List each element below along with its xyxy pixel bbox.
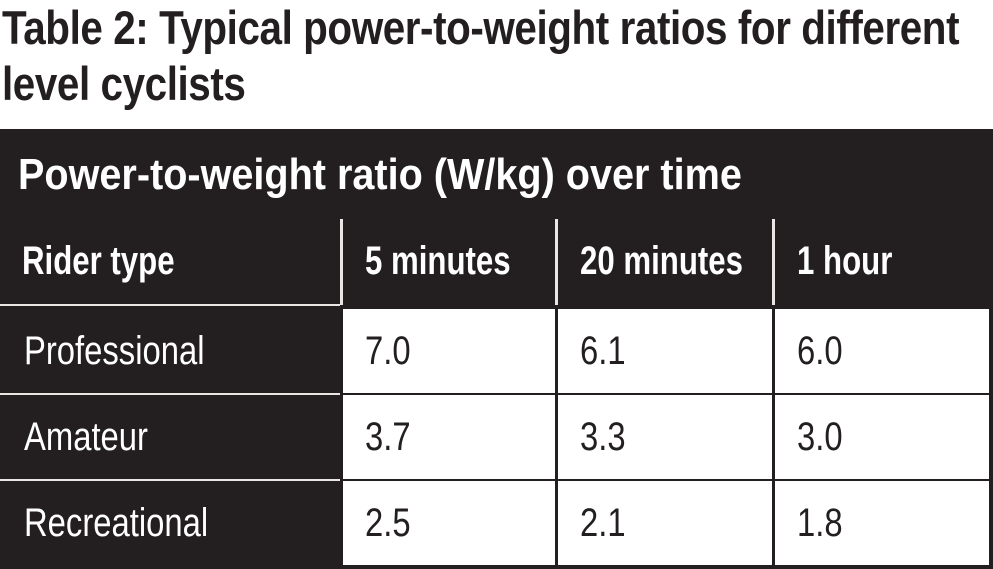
row-label-professional: Professional [0,309,340,393]
header-rider-type: Rider type [0,219,340,303]
column-divider [772,219,775,305]
row-divider [0,393,340,395]
cell-recreational-20min: 2.1 [558,481,772,565]
column-divider [555,219,558,305]
cell-professional-1hour: 6.0 [775,309,989,393]
banner-text: Power-to-weight ratio (W/kg) over time [18,150,742,199]
row-divider [0,479,340,481]
cell-amateur-1hour: 3.0 [775,395,989,479]
cell-professional-5min: 7.0 [343,309,555,393]
row-label-recreational: Recreational [0,481,340,565]
cell-amateur-20min: 3.3 [558,395,772,479]
header-1-hour: 1 hour [775,219,993,303]
cell-recreational-5min: 2.5 [343,481,555,565]
row-divider [0,304,340,306]
header-5-minutes: 5 minutes [343,219,555,303]
table-title: Table 2: Typical power-to-weight ratios … [2,1,960,110]
column-divider [340,219,343,305]
table-banner: Power-to-weight ratio (W/kg) over time [0,129,993,219]
power-to-weight-table: Power-to-weight ratio (W/kg) over time R… [0,129,993,569]
cell-amateur-5min: 3.7 [343,395,555,479]
cell-professional-20min: 6.1 [558,309,772,393]
row-label-amateur: Amateur [0,395,340,479]
header-20-minutes: 20 minutes [558,219,772,303]
cell-recreational-1hour: 1.8 [775,481,989,565]
